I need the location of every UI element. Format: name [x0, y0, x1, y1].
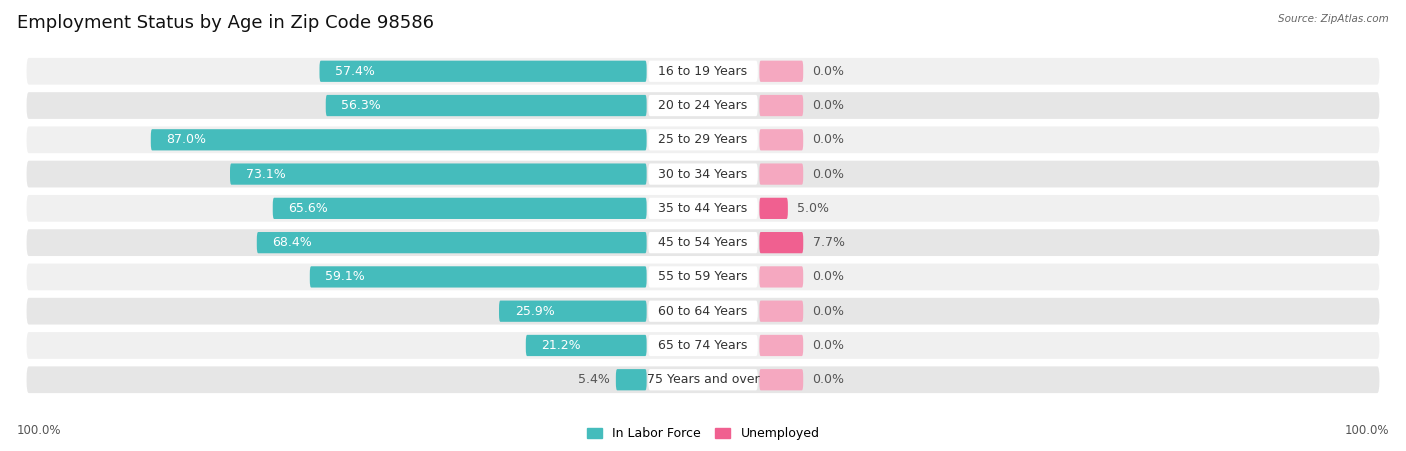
FancyBboxPatch shape — [27, 263, 1379, 290]
FancyBboxPatch shape — [648, 232, 758, 253]
FancyBboxPatch shape — [759, 95, 803, 116]
FancyBboxPatch shape — [499, 300, 647, 322]
Text: 73.1%: 73.1% — [246, 168, 285, 180]
FancyBboxPatch shape — [27, 126, 1379, 153]
FancyBboxPatch shape — [326, 95, 647, 116]
FancyBboxPatch shape — [759, 369, 803, 391]
Text: 100.0%: 100.0% — [1344, 424, 1389, 437]
FancyBboxPatch shape — [27, 58, 1379, 85]
Text: 0.0%: 0.0% — [813, 168, 845, 180]
Text: 5.0%: 5.0% — [797, 202, 830, 215]
FancyBboxPatch shape — [648, 95, 758, 116]
FancyBboxPatch shape — [648, 335, 758, 356]
Text: 0.0%: 0.0% — [813, 373, 845, 386]
Text: 35 to 44 Years: 35 to 44 Years — [658, 202, 748, 215]
FancyBboxPatch shape — [231, 163, 647, 185]
Legend: In Labor Force, Unemployed: In Labor Force, Unemployed — [586, 427, 820, 440]
FancyBboxPatch shape — [648, 60, 758, 82]
Text: 25.9%: 25.9% — [515, 305, 554, 318]
FancyBboxPatch shape — [648, 198, 758, 219]
FancyBboxPatch shape — [27, 195, 1379, 222]
Text: 7.7%: 7.7% — [813, 236, 845, 249]
Text: 87.0%: 87.0% — [166, 133, 207, 146]
Text: Source: ZipAtlas.com: Source: ZipAtlas.com — [1278, 14, 1389, 23]
Text: 75 Years and over: 75 Years and over — [647, 373, 759, 386]
FancyBboxPatch shape — [27, 298, 1379, 325]
FancyBboxPatch shape — [27, 229, 1379, 256]
FancyBboxPatch shape — [257, 232, 647, 253]
FancyBboxPatch shape — [648, 300, 758, 322]
FancyBboxPatch shape — [759, 163, 803, 185]
FancyBboxPatch shape — [150, 129, 647, 151]
Text: 45 to 54 Years: 45 to 54 Years — [658, 236, 748, 249]
Text: 100.0%: 100.0% — [17, 424, 62, 437]
Text: Employment Status by Age in Zip Code 98586: Employment Status by Age in Zip Code 985… — [17, 14, 434, 32]
Text: 0.0%: 0.0% — [813, 65, 845, 78]
Text: 0.0%: 0.0% — [813, 99, 845, 112]
Text: 0.0%: 0.0% — [813, 271, 845, 283]
Text: 65.6%: 65.6% — [288, 202, 328, 215]
Text: 55 to 59 Years: 55 to 59 Years — [658, 271, 748, 283]
FancyBboxPatch shape — [759, 129, 803, 151]
FancyBboxPatch shape — [616, 369, 647, 391]
FancyBboxPatch shape — [27, 161, 1379, 188]
FancyBboxPatch shape — [648, 369, 758, 391]
FancyBboxPatch shape — [319, 60, 647, 82]
Text: 30 to 34 Years: 30 to 34 Years — [658, 168, 748, 180]
Text: 16 to 19 Years: 16 to 19 Years — [658, 65, 748, 78]
FancyBboxPatch shape — [759, 335, 803, 356]
FancyBboxPatch shape — [648, 163, 758, 185]
Text: 68.4%: 68.4% — [273, 236, 312, 249]
FancyBboxPatch shape — [27, 366, 1379, 393]
Text: 5.4%: 5.4% — [578, 373, 610, 386]
FancyBboxPatch shape — [759, 266, 803, 288]
Text: 25 to 29 Years: 25 to 29 Years — [658, 133, 748, 146]
FancyBboxPatch shape — [759, 232, 803, 253]
Text: 65 to 74 Years: 65 to 74 Years — [658, 339, 748, 352]
FancyBboxPatch shape — [759, 60, 803, 82]
FancyBboxPatch shape — [648, 129, 758, 151]
Text: 57.4%: 57.4% — [335, 65, 375, 78]
FancyBboxPatch shape — [27, 92, 1379, 119]
Text: 20 to 24 Years: 20 to 24 Years — [658, 99, 748, 112]
Text: 0.0%: 0.0% — [813, 133, 845, 146]
Text: 21.2%: 21.2% — [541, 339, 581, 352]
FancyBboxPatch shape — [27, 332, 1379, 359]
FancyBboxPatch shape — [526, 335, 647, 356]
FancyBboxPatch shape — [759, 198, 787, 219]
Text: 56.3%: 56.3% — [342, 99, 381, 112]
FancyBboxPatch shape — [648, 266, 758, 288]
Text: 0.0%: 0.0% — [813, 305, 845, 318]
FancyBboxPatch shape — [759, 300, 803, 322]
Text: 60 to 64 Years: 60 to 64 Years — [658, 305, 748, 318]
Text: 59.1%: 59.1% — [325, 271, 366, 283]
FancyBboxPatch shape — [309, 266, 647, 288]
FancyBboxPatch shape — [273, 198, 647, 219]
Text: 0.0%: 0.0% — [813, 339, 845, 352]
